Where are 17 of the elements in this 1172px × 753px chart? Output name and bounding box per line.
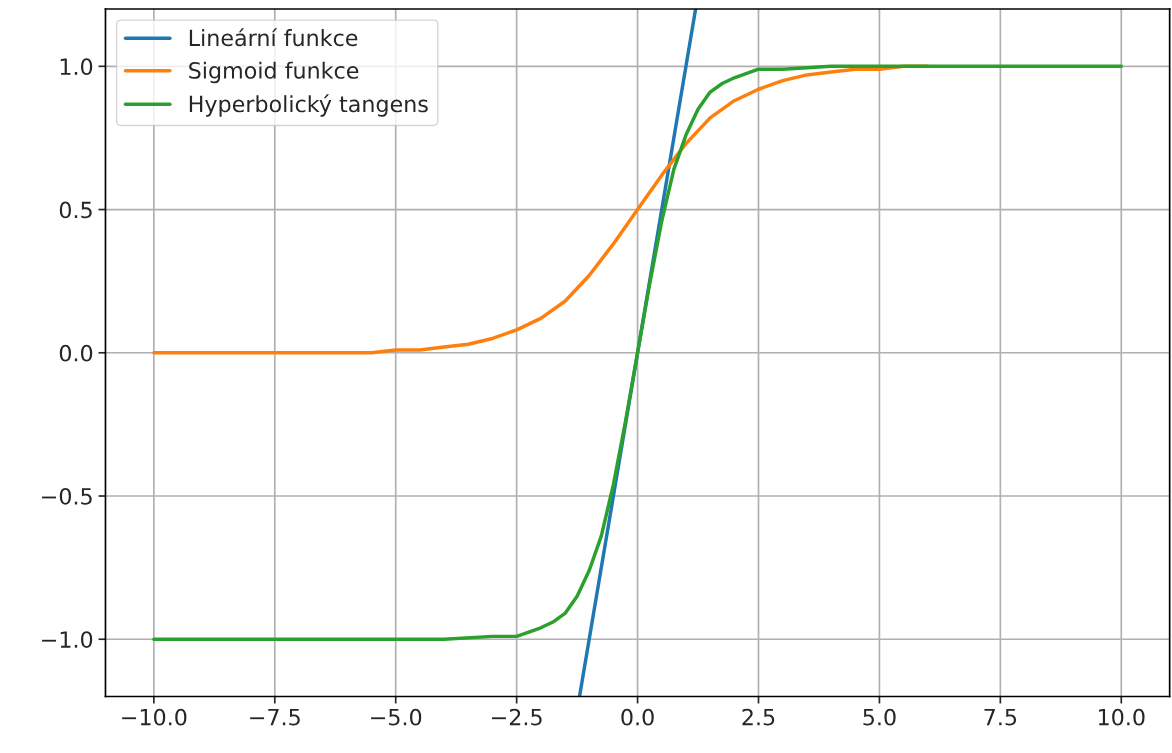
x-tick-label: −2.5 <box>492 708 542 726</box>
x-tick-label: 0.0 <box>621 708 654 726</box>
y-tick-label: 0.0 <box>59 344 93 362</box>
x-tick-label: 10.0 <box>1098 708 1145 726</box>
y-tick-label: 0.5 <box>59 201 92 219</box>
y-tick-label: −0.5 <box>42 487 92 505</box>
legend-label: Lineární funkce <box>189 28 358 47</box>
legend-label: Hyperbolický tangens <box>189 94 428 117</box>
x-tick-label: 2.5 <box>742 708 775 726</box>
x-tick-label: 5.0 <box>863 708 896 726</box>
x-tick-label: −5.0 <box>371 708 422 726</box>
x-tick-label: 7.5 <box>984 709 1017 726</box>
legend-label: Sigmoid funkce <box>189 61 359 84</box>
x-tick-label: −7.5 <box>250 709 300 726</box>
y-tick-label: 1.0 <box>60 58 93 76</box>
x-tick-label: −10.0 <box>122 708 187 726</box>
y-tick-label: −1.0 <box>42 631 93 648</box>
